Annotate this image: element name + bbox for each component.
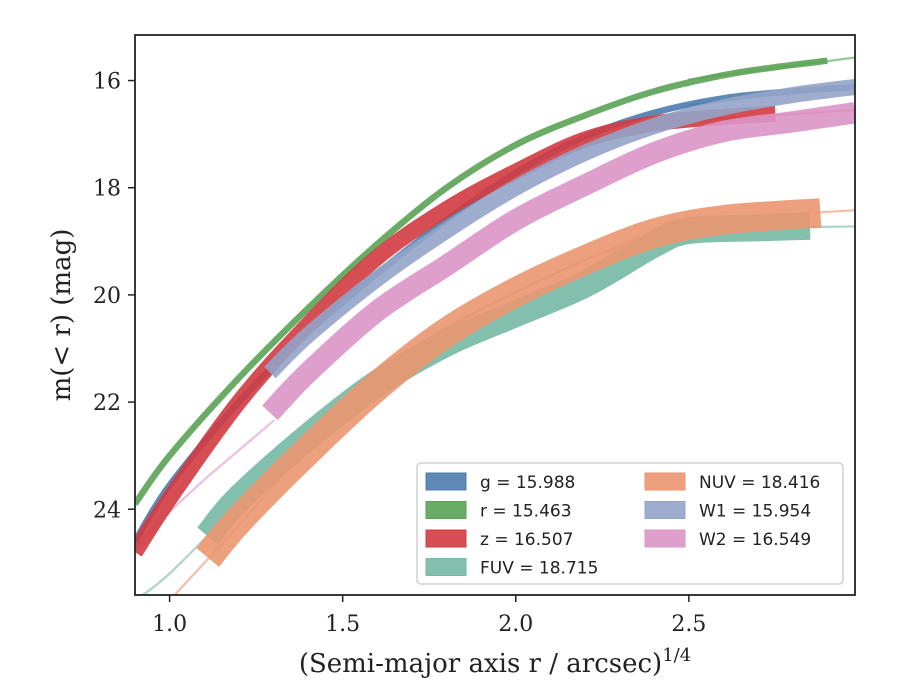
legend-label-z: z = 16.507 xyxy=(480,530,573,550)
series-band-w1 xyxy=(264,78,855,379)
x-tick-label: 1.5 xyxy=(325,612,360,637)
y-tick-label: 18 xyxy=(93,177,121,202)
series-band-w2 xyxy=(262,102,855,421)
legend-label-w2: W2 = 16.549 xyxy=(699,530,811,550)
plot-frame xyxy=(134,34,856,596)
y-axis-label: m(< r) (mag) xyxy=(47,229,77,402)
legend-label-r: r = 15.463 xyxy=(480,502,572,522)
series-layer xyxy=(135,56,855,595)
legend-swatch-w2 xyxy=(644,529,686,548)
legend-box xyxy=(416,462,844,585)
y-tick-label: 20 xyxy=(93,284,121,309)
legend-label-nuv: NUV = 18.416 xyxy=(699,473,820,493)
legend: g = 15.988 r = 15.463 z = 16.507 FUV = 18.7… xyxy=(416,462,844,585)
legend-swatch-nuv xyxy=(644,472,686,491)
legend-swatch-r xyxy=(425,501,467,519)
y-axis-ticks: 16 18 20 22 24 xyxy=(93,70,135,523)
legend-swatch-g xyxy=(425,472,467,491)
x-tick-label: 1.0 xyxy=(152,612,187,637)
x-axis-label: (Semi-major axis r / arcsec)1/4 xyxy=(299,645,691,679)
y-tick-label: 24 xyxy=(93,498,121,523)
legend-label-w1: W1 = 15.954 xyxy=(699,502,811,522)
legend-swatch-fuv xyxy=(425,558,467,576)
x-axis-ticks: 1.0 1.5 2.0 2.5 xyxy=(152,595,706,637)
legend-label-g: g = 15.988 xyxy=(480,473,575,493)
y-tick-label: 16 xyxy=(93,70,121,95)
series-band-nuv xyxy=(196,198,822,567)
legend-label-fuv: FUV = 18.715 xyxy=(480,559,598,579)
x-tick-label: 2.0 xyxy=(498,612,533,637)
legend-swatch-z xyxy=(425,529,467,548)
series-band-r xyxy=(135,57,828,506)
legend-swatch-w1 xyxy=(644,501,686,519)
x-tick-label: 2.5 xyxy=(671,612,706,637)
y-tick-label: 22 xyxy=(93,391,121,416)
